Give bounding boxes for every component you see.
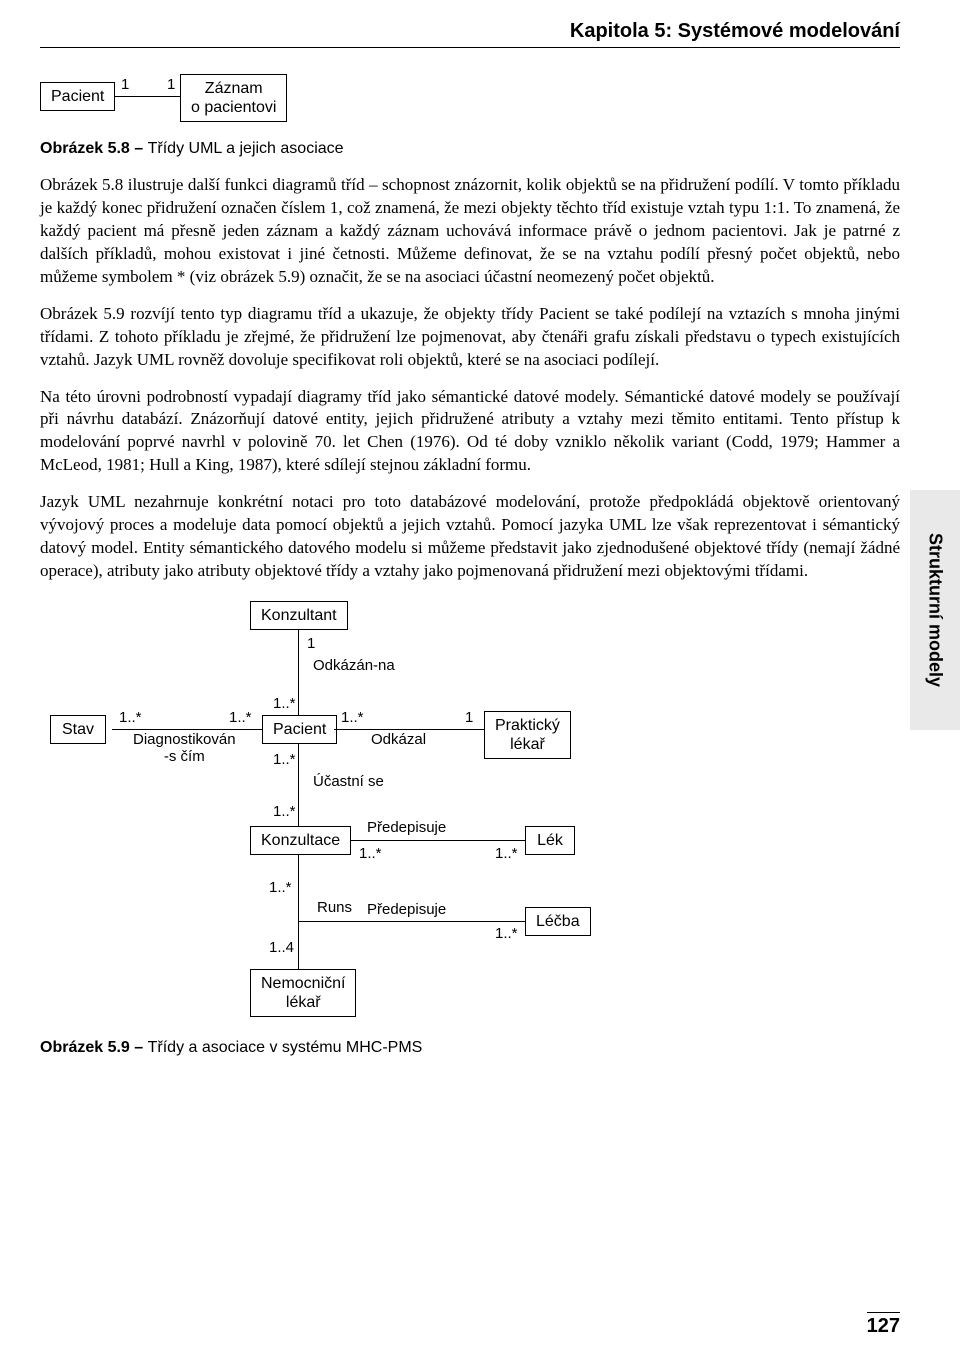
fig58-caption-bold: Obrázek 5.8 – (40, 140, 148, 157)
paragraph-3: Na této úrovni podrobností vypadají diag… (40, 386, 900, 478)
figure-5-8-caption: Obrázek 5.8 – Třídy UML a jejich asociac… (40, 140, 900, 158)
mult-stav-right: 1..* (118, 709, 143, 726)
mult-konzultace-top: 1..* (272, 803, 297, 820)
multiplicity-right: 1 (166, 76, 176, 93)
mult-lek: 1..* (494, 845, 519, 862)
prak-l1: Praktický (495, 717, 560, 734)
fig59-caption-bold: Obrázek 5.9 – (40, 1039, 148, 1056)
uml-class-nemocnicni-lekar: Nemocniční lékař (250, 969, 356, 1017)
side-tab-label: Strukturní modely (925, 533, 946, 687)
assoc-diagnostikovan: Diagnostikován -s čím (132, 731, 237, 765)
uml-association-line (114, 96, 180, 97)
paragraph-1: Obrázek 5.8 ilustruje další funkci diagr… (40, 174, 900, 289)
diag-l2: -s čím (164, 748, 205, 765)
edge-konzultace-lek (350, 840, 525, 841)
chapter-title: Kapitola 5: Systémové modelování (40, 20, 900, 48)
mult-konzultant-1: 1 (306, 635, 316, 652)
fig58-caption-rest: Třídy UML a jejich asociace (148, 140, 344, 157)
assoc-odkazan-na: Odkázán-na (312, 657, 396, 674)
edge-konzultace-nemocnicni (298, 854, 299, 969)
uml-class-pacient2: Pacient (262, 715, 337, 744)
uml-class-lecba: Léčba (525, 907, 591, 936)
assoc-predepisuje-lecba: Předepisuje (366, 901, 447, 918)
side-tab: Strukturní modely (910, 490, 960, 730)
assoc-runs: Runs (316, 899, 353, 916)
uml-class-zaznam: Záznam o pacientovi (180, 74, 287, 122)
figure-5-9-caption: Obrázek 5.9 – Třídy a asociace v systému… (40, 1039, 900, 1057)
figure-5-9-diagram: Konzultant 1 Odkázán-na 1..* Stav 1..* 1… (40, 601, 760, 1031)
assoc-predepisuje-lek: Předepisuje (366, 819, 447, 836)
uml-class-lek: Lék (525, 826, 575, 855)
assoc-ucastni-se: Účastní se (312, 773, 385, 790)
edge-konzultace-lecba (298, 921, 525, 922)
edge-stav-pacient (112, 729, 262, 730)
edge-konzultant-pacient (298, 629, 299, 715)
prak-l2: lékař (510, 736, 545, 753)
page: Kapitola 5: Systémové modelování Struktu… (0, 0, 960, 1356)
uml-class-stav: Stav (50, 715, 106, 744)
mult-pacient-right: 1..* (340, 709, 365, 726)
uml-class-pacient: Pacient (40, 82, 115, 111)
mult-runs-top: 1..* (268, 879, 293, 896)
figure-5-8-diagram: Pacient 1 1 Záznam o pacientovi (40, 72, 900, 132)
mult-pacient-left: 1..* (228, 709, 253, 726)
paragraph-4: Jazyk UML nezahrnuje konkrétní notaci pr… (40, 491, 900, 583)
uml-class-konzultace: Konzultace (250, 826, 351, 855)
mult-lecba: 1..* (494, 925, 519, 942)
zaznam-line1: Záznam (205, 80, 263, 97)
edge-pacient-prakticky (334, 729, 484, 730)
edge-pacient-konzultace (298, 743, 299, 826)
uml-class-prakticky-lekar: Praktický lékař (484, 711, 571, 759)
page-number: 127 (867, 1312, 900, 1338)
nem-l1: Nemocniční (261, 975, 345, 992)
zaznam-line2: o pacientovi (191, 99, 276, 116)
diag-l1: Diagnostikován (133, 731, 236, 748)
mult-pacient-bot: 1..* (272, 751, 297, 768)
fig59-caption-rest: Třídy a asociace v systému MHC-PMS (148, 1039, 423, 1056)
uml-class-konzultant: Konzultant (250, 601, 348, 630)
mult-runs-bot: 1..4 (268, 939, 295, 956)
assoc-odkazal: Odkázal (370, 731, 427, 748)
nem-l2: lékař (286, 994, 321, 1011)
mult-prak-1: 1 (464, 709, 474, 726)
multiplicity-left: 1 (120, 76, 130, 93)
mult-konz-pred: 1..* (358, 845, 383, 862)
paragraph-2: Obrázek 5.9 rozvíjí tento typ diagramu t… (40, 303, 900, 372)
mult-pacient-top: 1..* (272, 695, 297, 712)
